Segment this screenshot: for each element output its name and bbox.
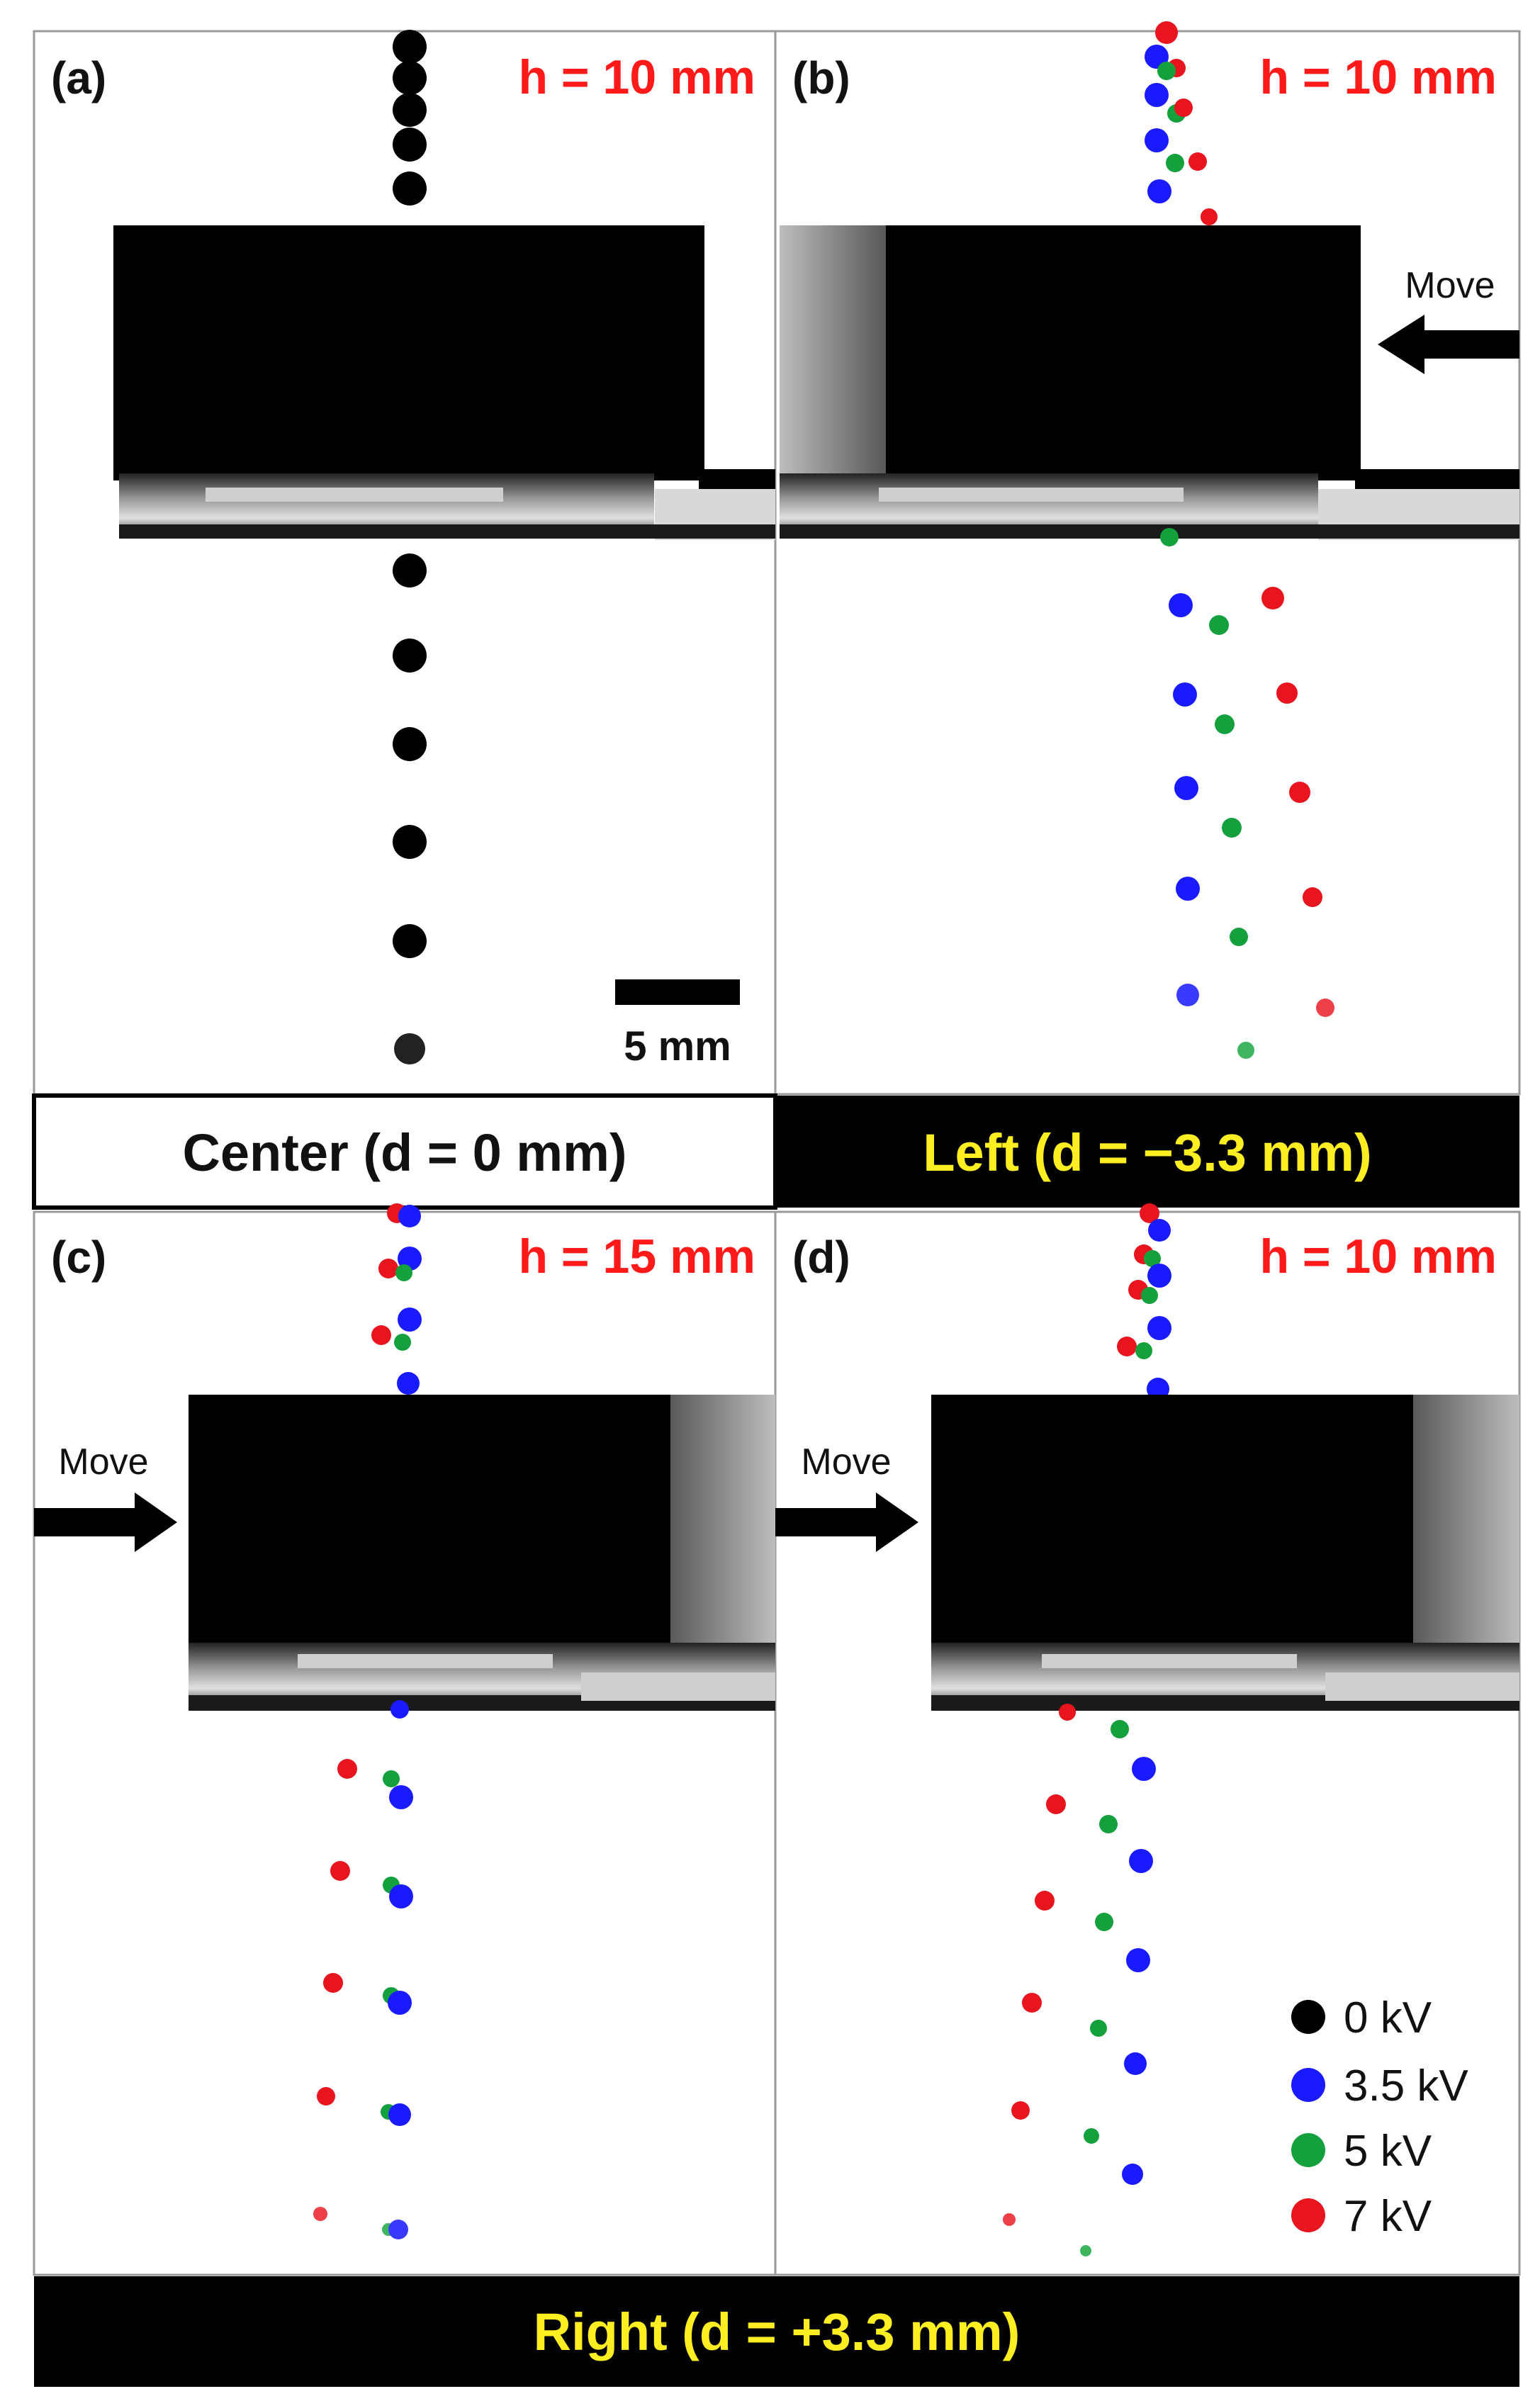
legend-swatch bbox=[1291, 2133, 1325, 2167]
legend-label: 0 kV bbox=[1344, 1994, 1432, 2042]
scale-bar bbox=[615, 979, 740, 1005]
electrode-block bbox=[189, 1395, 775, 1711]
legend-label: 5 kV bbox=[1344, 2127, 1432, 2176]
legend-label: 3.5 kV bbox=[1344, 2062, 1468, 2110]
panel-d-label: (d) bbox=[792, 1232, 850, 1283]
move-label: Move bbox=[58, 1441, 148, 1483]
panel-b: Move (b) h = 10 mm bbox=[780, 21, 1519, 1059]
panel-c: Move (c) h = 15 mm bbox=[34, 1203, 775, 2239]
panel-a: 5 mm (a) h = 10 mm bbox=[51, 30, 775, 1069]
panel-b-height-label: h = 10 mm bbox=[1260, 50, 1497, 104]
move-label: Move bbox=[801, 1441, 891, 1483]
panel-c-label: (c) bbox=[51, 1232, 106, 1283]
panel-c-height-label: h = 15 mm bbox=[519, 1230, 756, 1283]
electrode-block bbox=[113, 225, 775, 540]
caption-center-text: Center (d = 0 mm) bbox=[182, 1123, 626, 1182]
falling-droplets-above bbox=[1117, 1203, 1171, 1400]
caption-right: Right (d = +3.3 mm) bbox=[34, 2276, 1519, 2387]
panel-a-height-label: h = 10 mm bbox=[519, 50, 756, 104]
falling-droplets-below bbox=[1160, 528, 1334, 1059]
panel-d: Move (d) h = 10 mm 0 kV 3.5 kV 5 kV 7 kV bbox=[775, 1203, 1519, 2256]
caption-center: Center (d = 0 mm) bbox=[32, 1093, 777, 1210]
falling-droplets-above bbox=[371, 1203, 422, 1395]
legend-swatch bbox=[1291, 2068, 1325, 2102]
legend: 0 kV 3.5 kV 5 kV 7 kV bbox=[1291, 1994, 1468, 2241]
move-arrow-left bbox=[1378, 315, 1519, 374]
legend-swatch bbox=[1291, 2000, 1325, 2034]
panel-b-frame bbox=[774, 30, 1521, 1096]
panel-b-label: (b) bbox=[792, 52, 850, 103]
falling-droplets-below bbox=[393, 553, 427, 1064]
falling-droplets-below bbox=[313, 1700, 413, 2239]
falling-droplets-above bbox=[393, 30, 427, 206]
falling-droplets-above bbox=[1145, 21, 1218, 225]
electrode-block bbox=[780, 225, 1519, 540]
legend-swatch bbox=[1291, 2198, 1325, 2232]
panel-d-frame bbox=[774, 1210, 1521, 2276]
caption-left: Left (d = −3.3 mm) bbox=[775, 1096, 1519, 1208]
move-arrow-right bbox=[34, 1492, 177, 1552]
panel-d-height-label: h = 10 mm bbox=[1260, 1230, 1497, 1283]
move-arrow-right bbox=[775, 1492, 918, 1552]
falling-droplets-below bbox=[1003, 1704, 1156, 2256]
scale-bar-label: 5 mm bbox=[624, 1023, 731, 1069]
legend-label: 7 kV bbox=[1344, 2192, 1432, 2241]
panel-a-label: (a) bbox=[51, 52, 106, 103]
electrode-block bbox=[931, 1395, 1519, 1711]
caption-left-text: Left (d = −3.3 mm) bbox=[923, 1123, 1371, 1182]
caption-right-text: Right (d = +3.3 mm) bbox=[534, 2302, 1021, 2361]
move-label: Move bbox=[1405, 265, 1495, 306]
